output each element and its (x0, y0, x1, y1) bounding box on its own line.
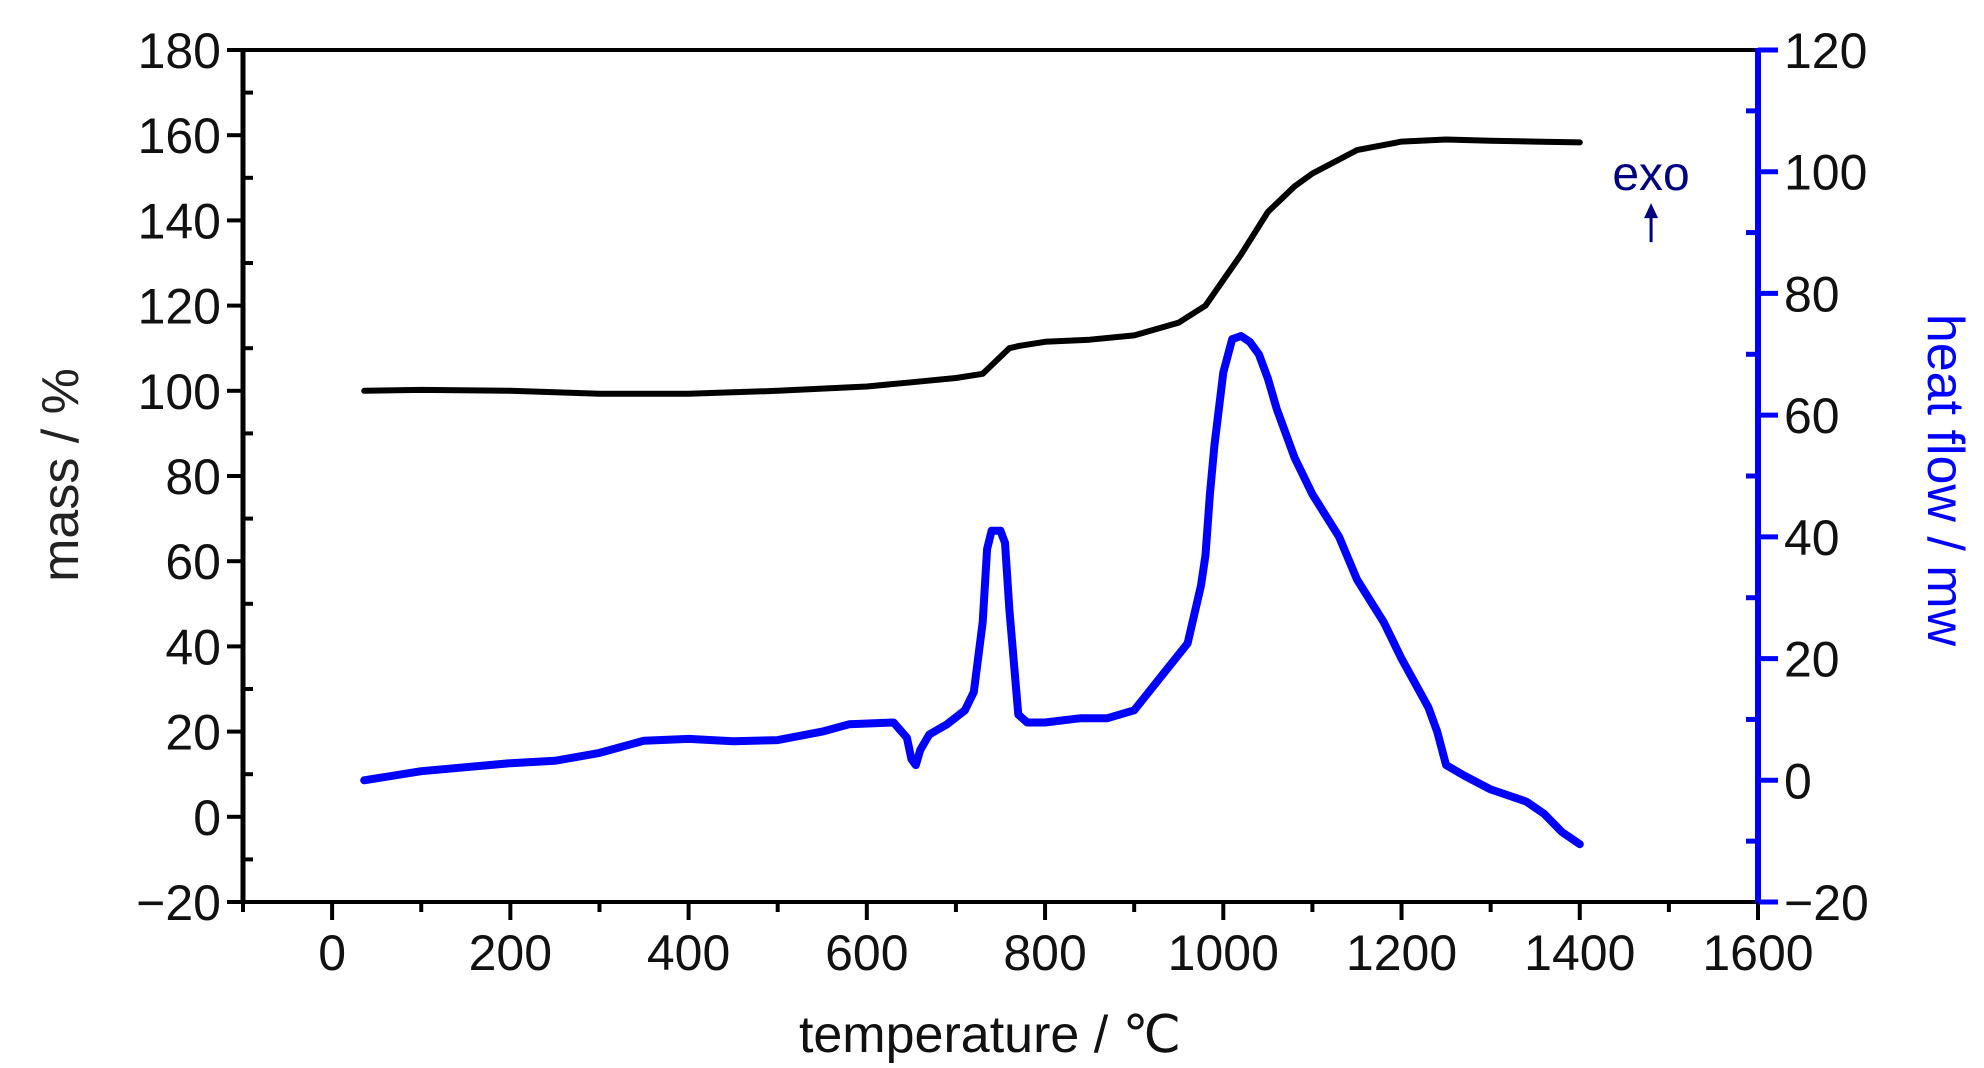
x-tick-label: 0 (318, 925, 346, 981)
y-left-tick-label: 80 (165, 449, 221, 505)
x-tick-label: 600 (825, 925, 908, 981)
y-right-tick-label: 20 (1784, 632, 1840, 688)
mass-curve (361, 136, 1583, 397)
x-tick-label: 1400 (1524, 925, 1635, 981)
y-right-tick-label: 40 (1784, 510, 1840, 566)
axis-ticks (227, 47, 1778, 920)
exo-up-arrow-icon (1644, 203, 1659, 243)
exo-arrow-head (1644, 203, 1659, 219)
y-left-tick-label: 180 (138, 23, 221, 79)
y-right-tick-label: 80 (1784, 266, 1840, 322)
x-tick-label: 1000 (1168, 925, 1279, 981)
y-right-tick-label: −20 (1784, 875, 1869, 931)
heat-flow-curve (360, 332, 1584, 849)
y-axis-right-title: heat flow / mw (1916, 314, 1974, 647)
y-left-tick-label: 0 (193, 790, 221, 846)
y-left-tick-label: 160 (138, 108, 221, 164)
y-left-tick-label: 120 (138, 279, 221, 335)
y-left-tick-label: −20 (136, 875, 221, 931)
y-left-tick-label: 60 (165, 534, 221, 590)
x-tick-label: 800 (1003, 925, 1086, 981)
x-tick-label: 200 (469, 925, 552, 981)
y-right-tick-label: 100 (1784, 145, 1867, 201)
plot-curves (360, 136, 1584, 849)
x-tick-label: 400 (647, 925, 730, 981)
x-tick-label: 1200 (1346, 925, 1457, 981)
y-left-tick-label: 140 (138, 193, 221, 249)
y-left-tick-label: 100 (138, 364, 221, 420)
y-right-tick-label: 120 (1784, 23, 1867, 79)
exo-annotation: exo (1612, 148, 1689, 201)
y-left-tick-label: 40 (165, 619, 221, 675)
x-tick-label: 1600 (1702, 925, 1813, 981)
y-right-tick-label: 0 (1784, 753, 1812, 809)
y-right-tick-label: 60 (1784, 388, 1840, 444)
y-axis-left-title: mass / % (32, 368, 90, 582)
y-left-tick-label: 20 (165, 705, 221, 761)
plot-frame (240, 48, 1761, 904)
x-axis-title: temperature / ℃ (799, 1006, 1181, 1063)
